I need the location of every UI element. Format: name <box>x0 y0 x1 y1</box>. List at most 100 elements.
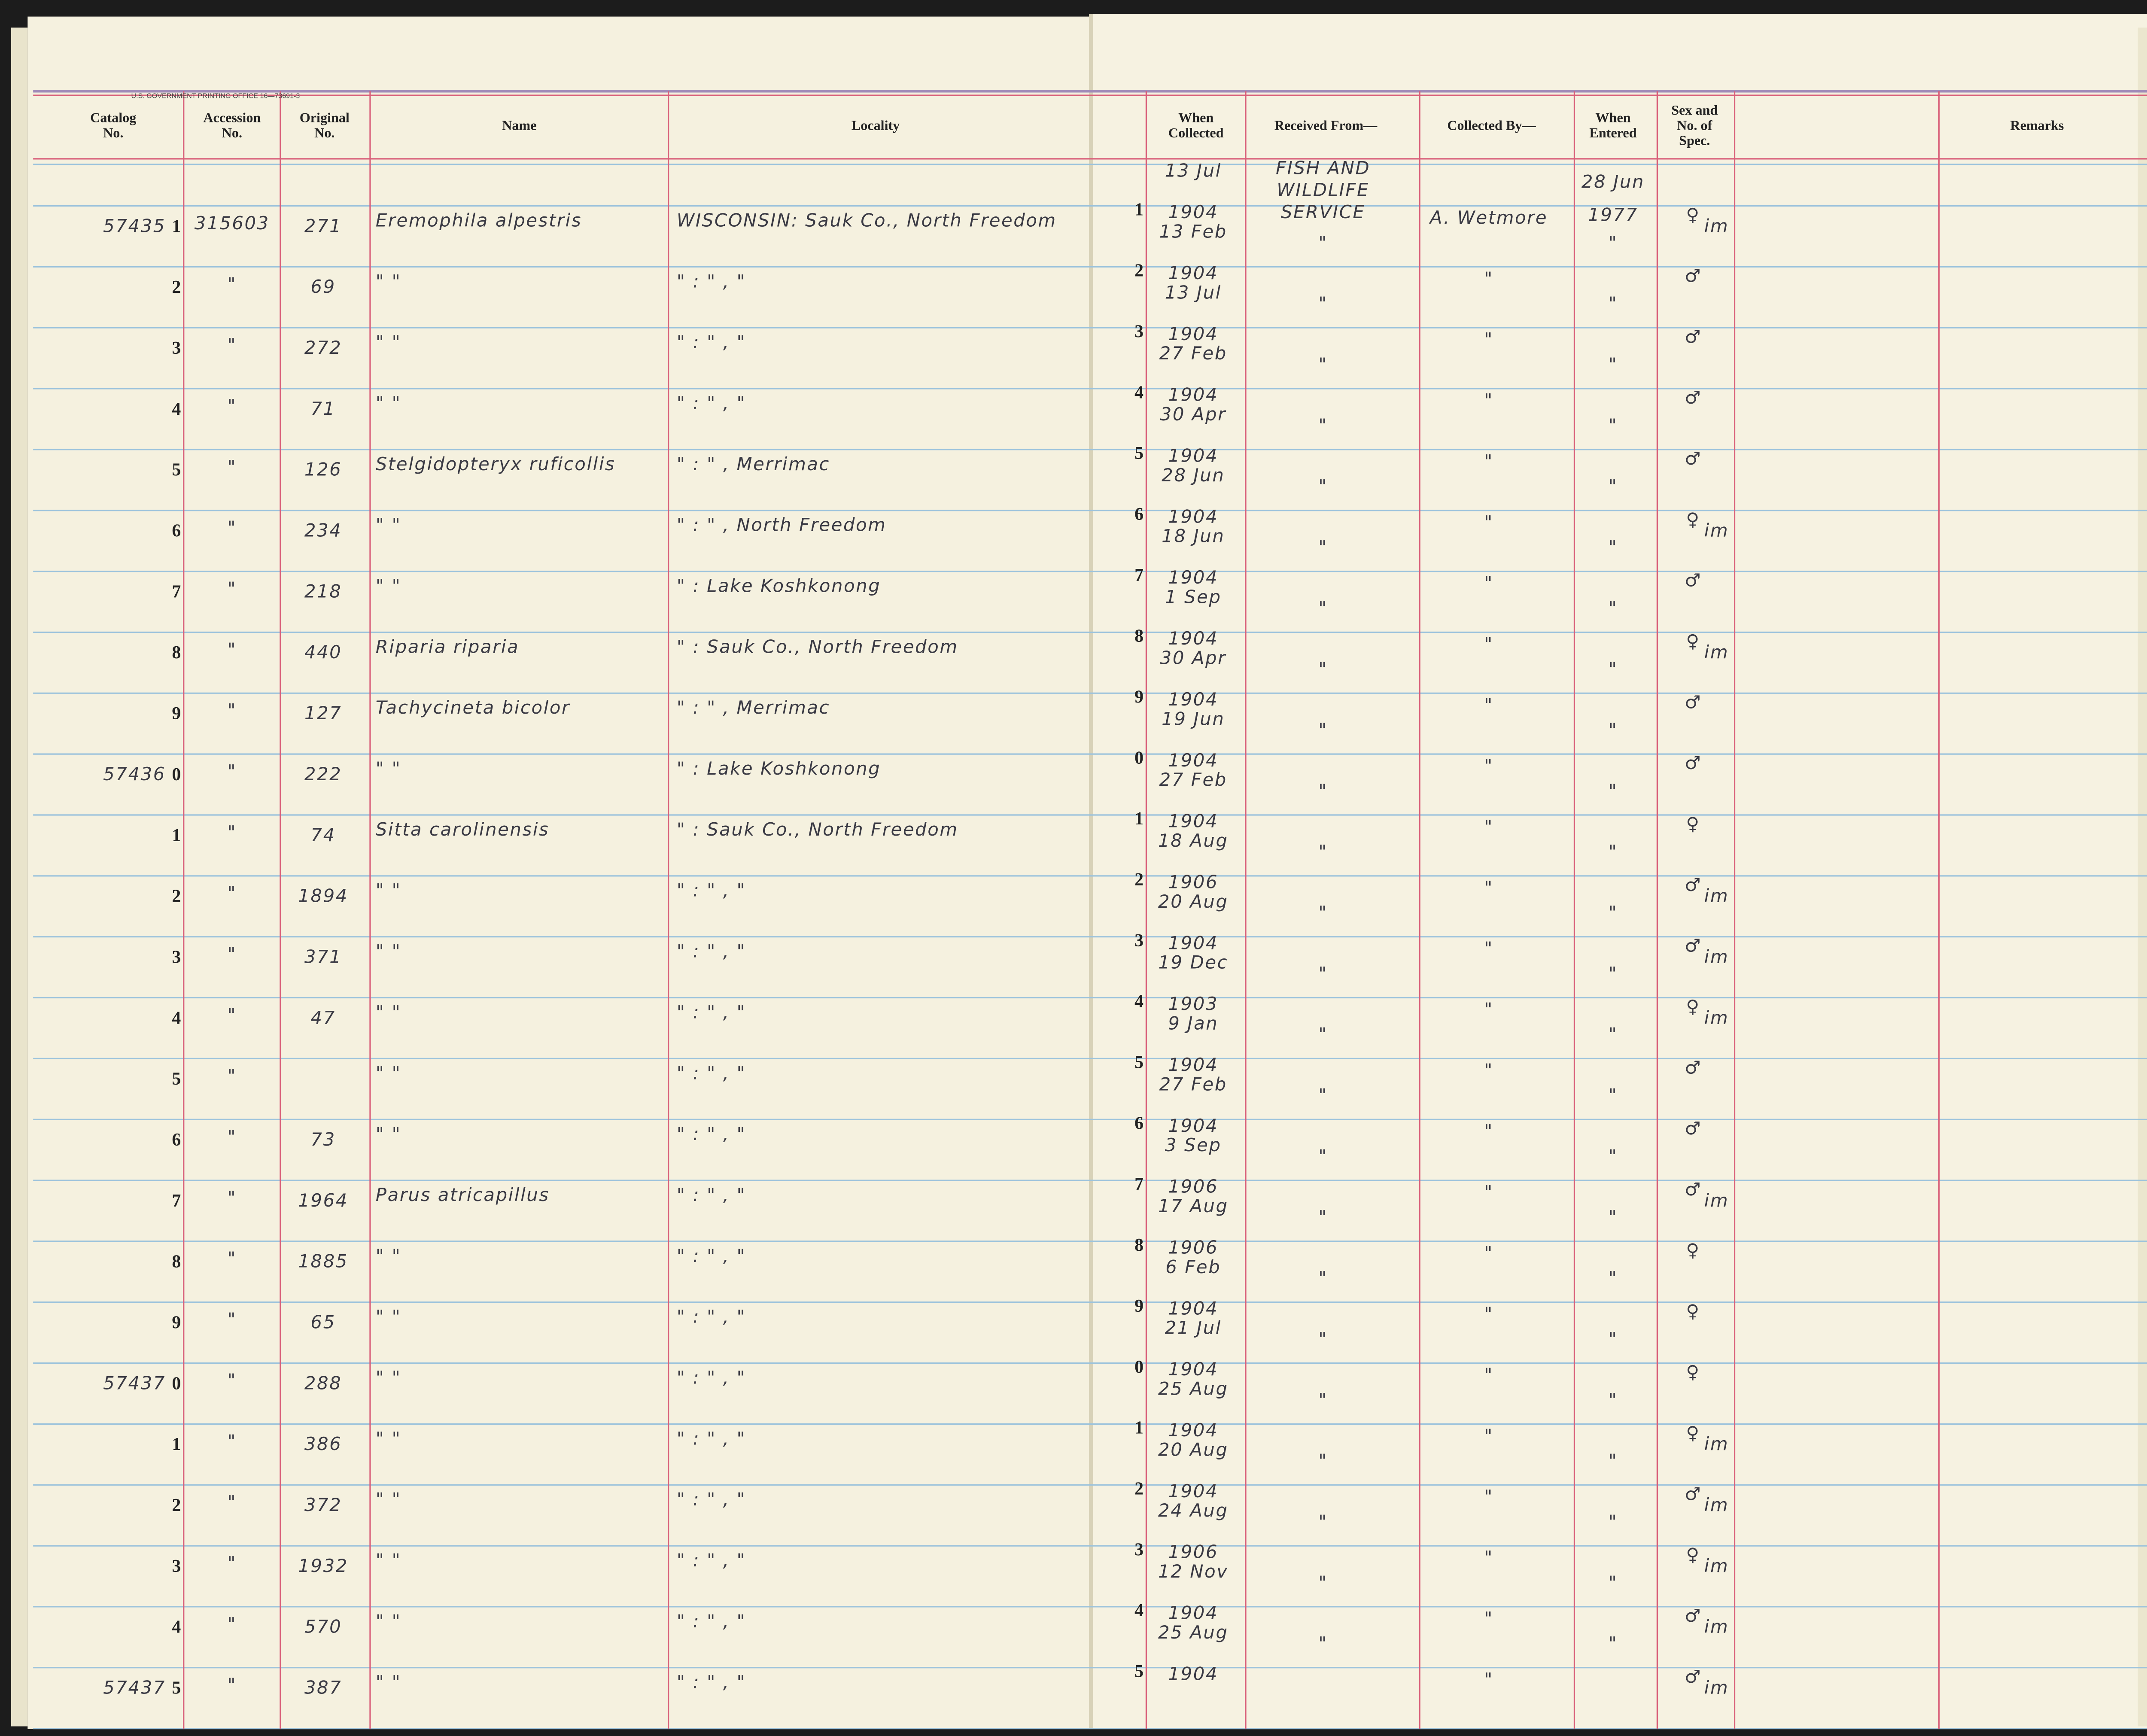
name: " " <box>376 575 401 596</box>
date-collected: 27 Feb <box>1159 1073 1227 1095</box>
sex: ♀ <box>1686 1301 1700 1322</box>
name: " " <box>376 1611 401 1632</box>
catalog-digit: 3 <box>172 338 181 358</box>
column-header: Entered <box>1589 125 1636 140</box>
date-collected: 18 Aug <box>1158 830 1229 851</box>
locality: " : " , " <box>677 331 746 353</box>
original-no: 234 <box>304 520 342 541</box>
when-entered: " <box>1609 597 1618 618</box>
sex: ♀ <box>1686 996 1700 1017</box>
original-no: 69 <box>310 276 335 297</box>
collected-digit: 6 <box>1134 505 1143 524</box>
date-collected: 19 Jun <box>1162 708 1225 729</box>
sex: ♀ <box>1686 1362 1700 1383</box>
sex: ♀ <box>1686 1240 1700 1261</box>
received-from: " <box>1318 658 1328 679</box>
collected-digit: 8 <box>1134 626 1143 646</box>
catalog-digit: 3 <box>172 1557 181 1576</box>
when-entered: 1977 <box>1588 204 1638 225</box>
collected-digit: 6 <box>1134 1113 1143 1133</box>
sex: ♂ <box>1685 691 1702 712</box>
when-entered: " <box>1609 1450 1618 1471</box>
original-no: 271 <box>304 215 342 236</box>
locality: " : " , Merrimac <box>677 453 830 474</box>
accession-no: " <box>227 639 237 660</box>
received-from: " <box>1318 902 1328 923</box>
year-collected: 1904 <box>1168 506 1218 527</box>
column-header: When <box>1178 110 1213 125</box>
collected-digit: 3 <box>1134 931 1143 951</box>
sex: ♀ <box>1686 509 1700 530</box>
received-from: " <box>1318 1268 1328 1289</box>
locality: " : " , " <box>677 880 746 901</box>
accession-no: " <box>227 395 237 416</box>
name: " " <box>376 758 401 779</box>
date-collected: 21 Jul <box>1165 1317 1222 1338</box>
original-no: 372 <box>304 1494 342 1515</box>
catalog-digit: 8 <box>172 643 181 663</box>
collected-by: " <box>1484 633 1493 654</box>
sex: ♂ <box>1685 935 1702 956</box>
name: Riparia riparia <box>376 636 519 657</box>
sex: ♀ <box>1686 204 1700 225</box>
accession-no: " <box>227 334 237 356</box>
when-entered: " <box>1609 1572 1618 1593</box>
year-collected: 1904 <box>1168 1298 1218 1319</box>
column-header: No. <box>103 125 123 140</box>
catalog-digit: 4 <box>172 1617 181 1637</box>
year-collected: 1904 <box>1168 445 1218 466</box>
accession-no: " <box>227 274 237 295</box>
sex: ♀ <box>1686 1422 1700 1443</box>
specimen-note: im <box>1704 1007 1729 1028</box>
year-collected: 1904 <box>1168 262 1218 283</box>
original-no: 71 <box>310 398 335 419</box>
catalog-digit: 3 <box>172 947 181 967</box>
collected-by: " <box>1484 1303 1493 1324</box>
year-collected: 1904 <box>1168 323 1218 344</box>
received-from: " <box>1318 1511 1328 1532</box>
original-no: 1964 <box>298 1190 348 1211</box>
year-collected: 1906 <box>1168 871 1218 892</box>
name: " " <box>376 1062 401 1083</box>
when-entered: " <box>1609 1328 1618 1349</box>
received-from: " <box>1318 1207 1328 1228</box>
year-collected: 1904 <box>1168 932 1218 953</box>
date-collected: 12 Nov <box>1158 1561 1228 1582</box>
accession-no: " <box>227 1248 237 1269</box>
collected-digit: 3 <box>1134 322 1143 341</box>
locality: " : " , " <box>677 271 746 292</box>
name: " " <box>376 1245 401 1266</box>
locality: " : Lake Koshkonong <box>677 575 881 596</box>
accession-no: " <box>227 1309 237 1330</box>
locality: " : " , North Freedom <box>677 514 887 535</box>
year-collected: 1904 <box>1168 567 1218 588</box>
name: " " <box>376 1123 401 1144</box>
year-collected: 1904 <box>1168 1115 1218 1136</box>
received-from: " <box>1318 841 1328 862</box>
specimen-note: im <box>1704 1616 1729 1637</box>
specimen-note: im <box>1704 215 1729 236</box>
date-collected: 1 Sep <box>1165 587 1222 608</box>
catalog-digit: 0 <box>172 765 181 784</box>
locality: " : " , " <box>677 1489 746 1510</box>
sex: ♂ <box>1685 1179 1702 1200</box>
column-header: Spec. <box>1679 133 1710 148</box>
when-entered: " <box>1609 476 1618 497</box>
original-no: 1885 <box>298 1251 348 1272</box>
year-collected: 1906 <box>1168 1176 1218 1197</box>
original-no: 387 <box>304 1677 342 1698</box>
catalog-digit: 4 <box>172 399 181 419</box>
locality: " : " , " <box>677 1001 746 1022</box>
column-header: Name <box>502 117 536 133</box>
collected-digit: 9 <box>1134 687 1143 707</box>
date-collected: 13 Jul <box>1165 282 1222 303</box>
specimen-note: im <box>1704 1555 1729 1576</box>
when-entered: " <box>1609 1389 1618 1410</box>
accession-no: " <box>227 1187 237 1208</box>
received-from: " <box>1318 415 1328 436</box>
original-no: 47 <box>310 1007 335 1028</box>
year-collected: 1904 <box>1168 811 1218 832</box>
date-collected: 9 Jan <box>1168 1012 1218 1034</box>
year-collected: 1904 <box>1168 1420 1218 1441</box>
received-from: " <box>1318 1146 1328 1167</box>
